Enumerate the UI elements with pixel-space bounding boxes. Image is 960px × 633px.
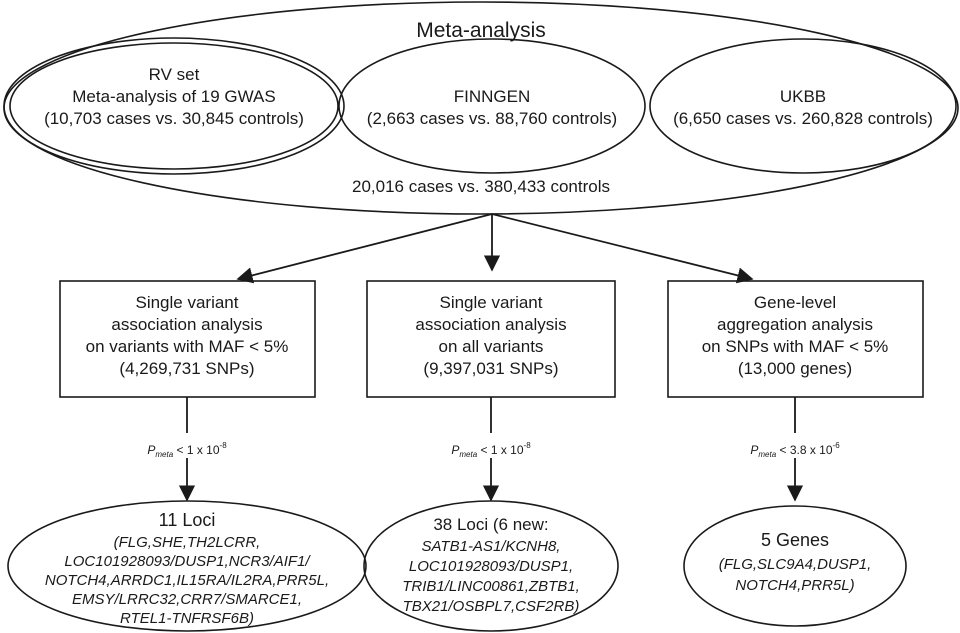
threshold-3-exp: -6 bbox=[833, 441, 841, 450]
analysis-box-3: Gene-level aggregation analysis on SNPs … bbox=[667, 280, 924, 398]
threshold-1-exp: -8 bbox=[220, 441, 228, 450]
cohort-rv-set-inner-ellipse bbox=[9, 42, 339, 170]
meta-analysis-total: 20,016 cases vs. 380,433 controls bbox=[352, 177, 610, 196]
analysis-3-line-3: on SNPs with MAF < 5% bbox=[702, 337, 889, 356]
result-1-line-4: EMSY/LRRC32,CRR7/SMARCE1, bbox=[72, 591, 302, 608]
analysis-2-line-4: (9,397,031 SNPs) bbox=[423, 359, 558, 378]
result-3-line-1: (FLG,SLC9A4,DUSP1, bbox=[719, 556, 872, 573]
cohort-ukbb-name: UKBB bbox=[780, 87, 826, 106]
threshold-2: Pmeta < 1 x 10-8 bbox=[451, 441, 531, 459]
result-1-title: 11 Loci bbox=[159, 510, 216, 530]
threshold-1-sub: meta bbox=[155, 450, 173, 459]
analysis-box-2: Single variant association analysis on a… bbox=[366, 280, 616, 398]
cohort-rv-set-name: RV set bbox=[149, 65, 200, 84]
analysis-3-line-4: (13,000 genes) bbox=[738, 359, 852, 378]
result-1: 11 Loci (FLG,SHE,TH2LCRR, LOC101928093/D… bbox=[7, 500, 367, 632]
result-1-line-2: LOC101928093/DUSP1,NCR3/AIF1/ bbox=[64, 553, 311, 570]
cohort-rv-set: RV set Meta-analysis of 19 GWAS (10,703 … bbox=[3, 37, 345, 175]
result-1-ellipse bbox=[7, 500, 367, 632]
threshold-1-text: < 1 x 10 bbox=[173, 443, 220, 457]
cohort-rv-set-counts: (10,703 cases vs. 30,845 controls) bbox=[44, 109, 304, 128]
result-2-line-2: LOC101928093/DUSP1, bbox=[409, 558, 573, 575]
analysis-2-line-3: on all variants bbox=[439, 337, 544, 356]
result-2-ellipse bbox=[363, 500, 619, 632]
threshold-2-sub: meta bbox=[459, 450, 477, 459]
cohort-finngen-counts: (2,663 cases vs. 88,760 controls) bbox=[367, 109, 617, 128]
analysis-1-line-4: (4,269,731 SNPs) bbox=[119, 359, 254, 378]
analysis-2-line-1: Single variant bbox=[439, 293, 542, 312]
result-2-line-4: TBX21/OSBPL7,CSF2RB) bbox=[403, 598, 580, 615]
result-3-title: 5 Genes bbox=[761, 530, 829, 550]
cohort-finngen-name: FINNGEN bbox=[454, 87, 531, 106]
threshold-3: Pmeta < 3.8 x 10-6 bbox=[750, 441, 840, 459]
meta-analysis-title: Meta-analysis bbox=[416, 19, 546, 42]
meta-analysis-group: Meta-analysis 20,016 cases vs. 380,433 c… bbox=[3, 1, 959, 215]
result-3: 5 Genes (FLG,SLC9A4,DUSP1, NOTCH4,PRR5L) bbox=[683, 505, 907, 627]
result-1-line-1: (FLG,SHE,TH2LCRR, bbox=[114, 534, 261, 551]
threshold-2-text: < 1 x 10 bbox=[477, 443, 524, 457]
threshold-1: Pmeta < 1 x 10-8 bbox=[147, 441, 227, 459]
analysis-3-line-2: aggregation analysis bbox=[717, 315, 873, 334]
arrow-meta-to-analysis-1 bbox=[236, 213, 493, 284]
result-2-line-1: SATB1-AS1/KCNH8, bbox=[422, 538, 561, 555]
analysis-1-line-1: Single variant bbox=[135, 293, 238, 312]
threshold-1-p: P bbox=[147, 443, 155, 457]
analysis-box-1: Single variant association analysis on v… bbox=[59, 280, 316, 398]
result-3-ellipse bbox=[683, 505, 907, 627]
cohort-ukbb-ellipse bbox=[649, 38, 957, 174]
cohort-rv-set-subtitle: Meta-analysis of 19 GWAS bbox=[72, 87, 275, 106]
analysis-1-line-2: association analysis bbox=[111, 315, 262, 334]
threshold-3-text: < 3.8 x 10 bbox=[776, 443, 833, 457]
cohort-finngen-ellipse bbox=[338, 38, 646, 174]
analysis-1-line-3: on variants with MAF < 5% bbox=[86, 337, 289, 356]
cohort-rv-set-outer-ellipse bbox=[3, 37, 345, 175]
threshold-3-sub: meta bbox=[758, 450, 776, 459]
cohort-ukbb: UKBB (6,650 cases vs. 260,828 controls) bbox=[649, 38, 957, 174]
threshold-3-p: P bbox=[750, 443, 758, 457]
cohort-finngen: FINNGEN (2,663 cases vs. 88,760 controls… bbox=[338, 38, 646, 174]
analysis-3-line-1: Gene-level bbox=[754, 293, 836, 312]
result-1-line-3: NOTCH4,ARRDC1,IL15RA/IL2RA,PRR5L, bbox=[45, 572, 329, 589]
threshold-2-exp: -8 bbox=[524, 441, 532, 450]
analysis-2-line-2: association analysis bbox=[415, 315, 566, 334]
result-1-line-5: RTEL1-TNFRSF6B) bbox=[120, 610, 254, 627]
result-2-line-3: TRIB1/LINC00861,ZBTB1, bbox=[402, 578, 580, 595]
result-2: 38 Loci (6 new: SATB1-AS1/KCNH8, LOC1019… bbox=[363, 500, 619, 632]
cohort-ukbb-counts: (6,650 cases vs. 260,828 controls) bbox=[673, 109, 933, 128]
result-3-line-2: NOTCH4,PRR5L) bbox=[735, 577, 854, 594]
threshold-2-p: P bbox=[451, 443, 459, 457]
arrow-meta-to-analysis-3 bbox=[491, 213, 754, 284]
result-2-title: 38 Loci (6 new: bbox=[433, 515, 548, 534]
